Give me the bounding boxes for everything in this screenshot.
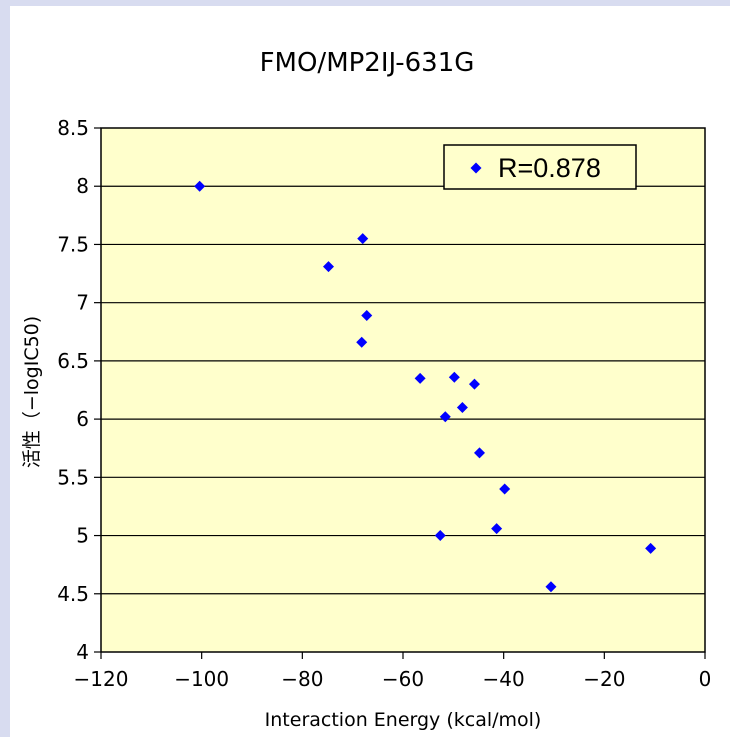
y-tick-label: 6 (76, 407, 89, 431)
x-tick-label: 0 (699, 667, 712, 691)
x-tick-label: −40 (483, 667, 525, 691)
data-point (323, 261, 335, 273)
data-point (474, 447, 486, 459)
x-tick-label: −100 (174, 667, 229, 691)
y-tick-label: 4 (76, 640, 89, 664)
data-point (357, 233, 369, 245)
y-tick-label: 7 (76, 291, 89, 315)
y-tick-label: 6.5 (57, 349, 89, 373)
data-point (194, 180, 206, 192)
data-point (448, 371, 460, 383)
data-point (356, 336, 368, 348)
data-point (414, 372, 426, 384)
legend-marker-diamond (470, 162, 482, 174)
x-axis-label: Interaction Energy (kcal/mol) (265, 709, 542, 731)
y-tick-label: 5 (76, 524, 89, 548)
y-tick-label: 5.5 (57, 465, 89, 489)
data-point (499, 483, 511, 495)
y-tick-label: 4.5 (57, 582, 89, 606)
y-axis-ticks: 4 4.5 5 5.5 6 6.5 7 7.5 8 8.5 (57, 116, 101, 664)
scatter-chart: FMO/MP2IJ-631G 4 4.5 5 5.5 6 6.5 7 7.5 8 8.5 −120… (21, 48, 712, 731)
data-point (491, 523, 503, 535)
chart-title: FMO/MP2IJ-631G (260, 48, 475, 78)
legend-label: R=0.878 (498, 153, 601, 183)
y-axis-label: 活性（−logIC50) (21, 316, 43, 468)
y-tick-label: 8.5 (57, 116, 89, 140)
x-tick-label: −60 (382, 667, 424, 691)
data-point (645, 542, 657, 554)
data-points (194, 180, 657, 593)
data-point (468, 378, 480, 390)
data-point (439, 411, 451, 423)
data-point (434, 530, 446, 542)
x-tick-label: −20 (583, 667, 625, 691)
y-tick-label: 7.5 (57, 232, 89, 256)
x-tick-label: −120 (74, 667, 129, 691)
data-point (361, 309, 373, 321)
gridlines (101, 185, 705, 595)
legend: R=0.878 (443, 144, 637, 190)
plot-area (100, 127, 706, 653)
chart-frame: FMO/MP2IJ-631G 4 4.5 5 5.5 6 6.5 7 7.5 8 8.5 −120… (10, 6, 730, 737)
x-axis-ticks: −120 −100 −80 −60 −40 −20 0 (74, 652, 712, 691)
y-tick-label: 8 (76, 174, 89, 198)
x-tick-label: −80 (281, 667, 323, 691)
data-point (456, 401, 468, 413)
data-point (545, 581, 557, 593)
